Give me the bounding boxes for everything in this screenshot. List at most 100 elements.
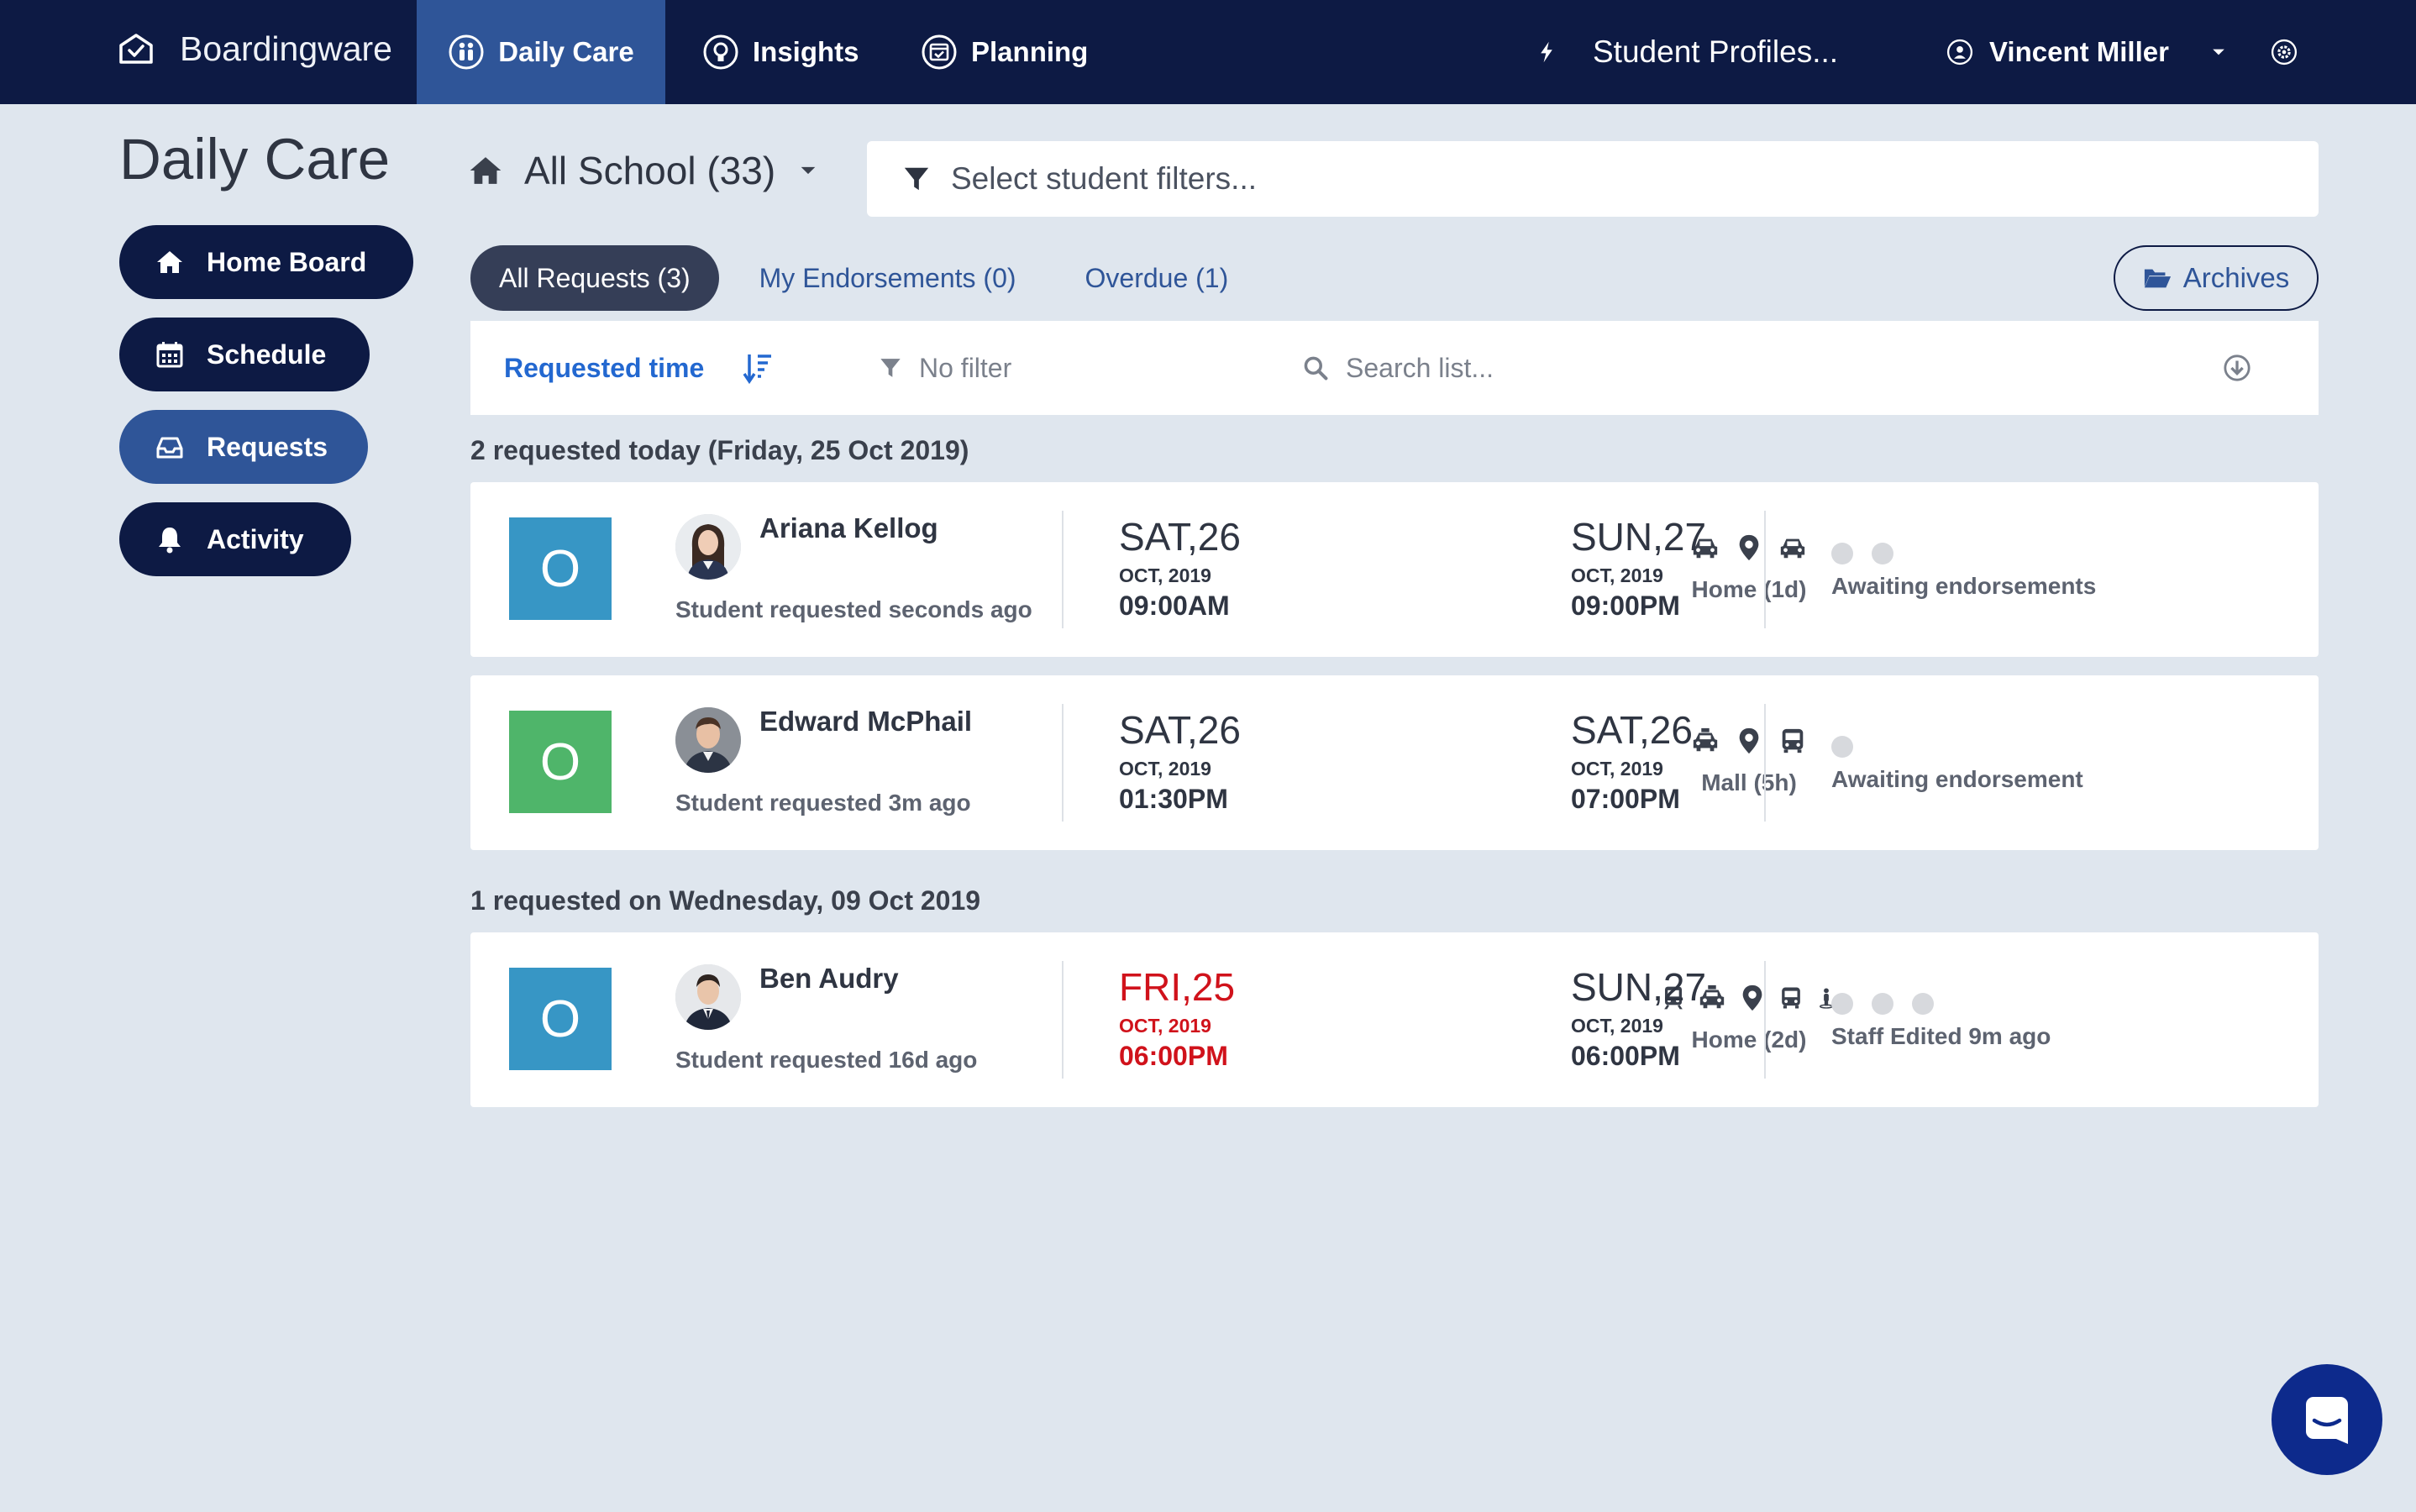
return-day: SAT,26 — [1571, 708, 1693, 752]
nav-tab-insights[interactable]: Insights — [702, 0, 859, 104]
endorsement-dots — [1831, 543, 1893, 564]
sidebar-item-home-board[interactable]: Home Board — [119, 225, 413, 299]
nav-insights-label: Insights — [753, 36, 859, 67]
student-name[interactable]: Edward McPhail — [759, 706, 973, 737]
list-filter-selector[interactable]: No filter — [879, 353, 1011, 384]
user-avatar-icon — [1946, 39, 1973, 66]
departure-date: SAT,26 OCT, 2019 01:30PM — [1119, 707, 1241, 815]
settings-button[interactable] — [2270, 0, 2298, 104]
endorsement-dot — [1831, 543, 1853, 564]
lightbulb-icon — [703, 34, 738, 70]
avatar — [675, 514, 741, 580]
endorsement-dots — [1831, 993, 1934, 1015]
tab-my-endorsements[interactable]: My Endorsements (0) — [759, 262, 1016, 293]
nav-daily-care-label: Daily Care — [498, 36, 634, 67]
student-profiles-search[interactable]: Student Profiles... — [1534, 0, 1838, 104]
return-month: OCT, 2019 — [1571, 758, 1663, 780]
lightning-icon — [1541, 41, 1552, 63]
return-month: OCT, 2019 — [1571, 1015, 1663, 1037]
student-filter-placeholder: Select student filters... — [951, 161, 1258, 196]
brand[interactable]: Boardingware — [118, 0, 392, 97]
status-square: O — [509, 517, 612, 620]
bell-icon — [159, 528, 181, 554]
departure-time: 09:00AM — [1119, 591, 1230, 621]
gear-icon — [2271, 39, 2298, 66]
departure-month: OCT, 2019 — [1119, 564, 1211, 586]
departure-time: 06:00PM — [1119, 1041, 1228, 1071]
bus-icon — [1782, 987, 1800, 1009]
departure-date: SAT,26 OCT, 2019 09:00AM — [1119, 514, 1241, 622]
divider — [1062, 511, 1064, 628]
nav-planning-label: Planning — [971, 36, 1089, 67]
request-tabs: All Requests (3) My Endorsements (0) Ove… — [470, 245, 1268, 311]
boardingware-logo-icon — [119, 34, 153, 64]
family-icon — [449, 34, 484, 70]
departure-date-overdue: FRI,25 OCT, 2019 06:00PM — [1119, 964, 1235, 1072]
return-day: SUN,27 — [1571, 965, 1707, 1009]
user-name: Vincent Miller — [1989, 36, 2169, 67]
search-list-input[interactable]: Search list... — [1302, 353, 1494, 384]
download-icon[interactable] — [2223, 354, 2251, 382]
chat-launcher-button[interactable] — [2272, 1364, 2382, 1475]
list-toolbar: Requested time No filter Search list... — [470, 321, 2319, 415]
chevron-down-icon — [801, 166, 816, 175]
divider — [1764, 511, 1766, 628]
group-heading: 2 requested today (Friday, 25 Oct 2019) — [470, 435, 969, 465]
bus-icon — [1782, 728, 1804, 753]
tab-overdue[interactable]: Overdue (1) — [1085, 262, 1229, 293]
endorsement-dot — [1831, 993, 1853, 1015]
status-square: O — [509, 968, 612, 1070]
student-photo-female — [675, 514, 741, 580]
request-card[interactable]: O Edward McPhail Student requested 3m ag… — [470, 675, 2319, 850]
departure-time: 01:30PM — [1119, 784, 1228, 814]
calendar-icon — [156, 342, 183, 368]
sidebar-item-label: Requests — [207, 431, 328, 462]
departure-day: SAT,26 — [1119, 708, 1241, 752]
inbox-icon — [156, 437, 183, 459]
request-card[interactable]: O Ariana Kellog Student requested second… — [470, 482, 2319, 657]
nav-tab-planning[interactable]: Planning — [921, 0, 1088, 104]
sidebar-item-label: Schedule — [207, 339, 327, 370]
student-photo-male — [675, 707, 741, 773]
trip-summary: Mall (5h) — [1623, 724, 1875, 796]
return-date: SAT,26 OCT, 2019 07:00PM — [1571, 707, 1693, 815]
return-date: SUN,27 OCT, 2019 09:00PM — [1571, 514, 1706, 622]
endorsement-status: Awaiting endorsements — [1831, 573, 2097, 599]
return-day: SUN,27 — [1571, 515, 1707, 559]
calendar-check-icon — [922, 34, 957, 70]
car-icon — [1693, 538, 1718, 559]
sidebar-item-schedule[interactable]: Schedule — [119, 318, 370, 391]
top-nav: Boardingware Daily Care Insights Plannin… — [0, 0, 2416, 104]
sidebar-item-label: Home Board — [207, 246, 367, 277]
departure-month: OCT, 2019 — [1119, 1015, 1211, 1037]
chevron-down-icon — [2213, 49, 2224, 55]
location-pin-icon — [1739, 727, 1759, 754]
trip-summary: Home (2d) — [1623, 981, 1875, 1053]
archives-button[interactable]: Archives — [2114, 245, 2319, 311]
user-menu[interactable]: Vincent Miller — [1946, 0, 2231, 104]
school-scope-selector[interactable]: All School (33) — [467, 148, 821, 193]
divider — [1062, 961, 1064, 1079]
sort-field-selector[interactable]: Requested time — [504, 352, 705, 383]
student-name[interactable]: Ben Audry — [759, 963, 899, 994]
departure-month: OCT, 2019 — [1119, 758, 1211, 780]
student-filter-input[interactable]: Select student filters... — [867, 141, 2319, 217]
sidebar-item-requests[interactable]: Requests — [119, 410, 368, 484]
nav-tab-daily-care[interactable]: Daily Care — [417, 0, 665, 104]
endorsement-dot — [1872, 993, 1893, 1015]
home-icon — [157, 251, 182, 273]
tab-all-requests[interactable]: All Requests (3) — [470, 245, 719, 311]
sort-descending-icon[interactable] — [743, 351, 773, 385]
funnel-icon — [880, 359, 901, 377]
train-icon — [1664, 986, 1683, 1010]
student-profiles-label: Student Profiles... — [1593, 34, 1839, 69]
trip-destination: Mall (5h) — [1701, 769, 1797, 795]
archives-label: Archives — [2182, 262, 2290, 293]
request-card[interactable]: O Ben Audry Student requested 16d ago FR… — [470, 932, 2319, 1107]
avatar — [675, 707, 741, 773]
divider — [1764, 961, 1766, 1079]
divider — [1764, 704, 1766, 822]
sidebar-item-activity[interactable]: Activity — [119, 502, 351, 576]
funnel-icon — [904, 167, 929, 191]
student-name[interactable]: Ariana Kellog — [759, 512, 938, 543]
